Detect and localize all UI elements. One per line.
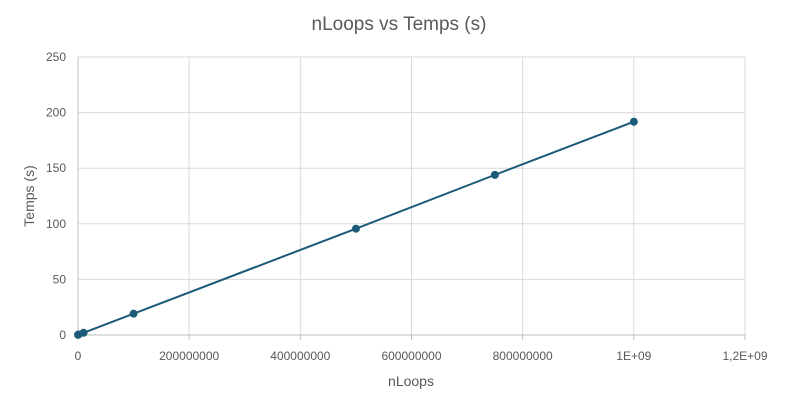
data-point <box>629 117 638 126</box>
x-tick-label: 1E+09 <box>616 349 651 363</box>
chart-title: nLoops vs Temps (s) <box>312 14 487 35</box>
series <box>74 117 638 339</box>
data-point <box>351 224 360 233</box>
data-point <box>129 309 138 318</box>
x-tick-label: 400000000 <box>270 349 330 363</box>
x-tick-label: 200000000 <box>159 349 219 363</box>
y-tick-label: 150 <box>46 161 66 175</box>
y-tick-label: 100 <box>46 217 66 231</box>
y-axis-title: Temps (s) <box>21 165 37 226</box>
x-tick-label: 0 <box>75 349 82 363</box>
gridlines <box>78 56 746 335</box>
data-point <box>490 170 499 179</box>
y-tick-label: 0 <box>59 328 66 342</box>
y-tick-label: 50 <box>53 272 67 286</box>
tick-labels: 0 50 100 150 200 250 0 200000000 400000000 600000… <box>46 50 768 363</box>
x-tick-label: 600000000 <box>381 349 441 363</box>
x-axis-title: nLoops <box>388 373 434 389</box>
x-tick-label: 1,2E+09 <box>722 349 767 363</box>
data-point <box>79 328 88 337</box>
x-tick-label: 800000000 <box>493 349 553 363</box>
y-tick-label: 200 <box>46 106 66 120</box>
y-tick-label: 250 <box>46 50 66 64</box>
